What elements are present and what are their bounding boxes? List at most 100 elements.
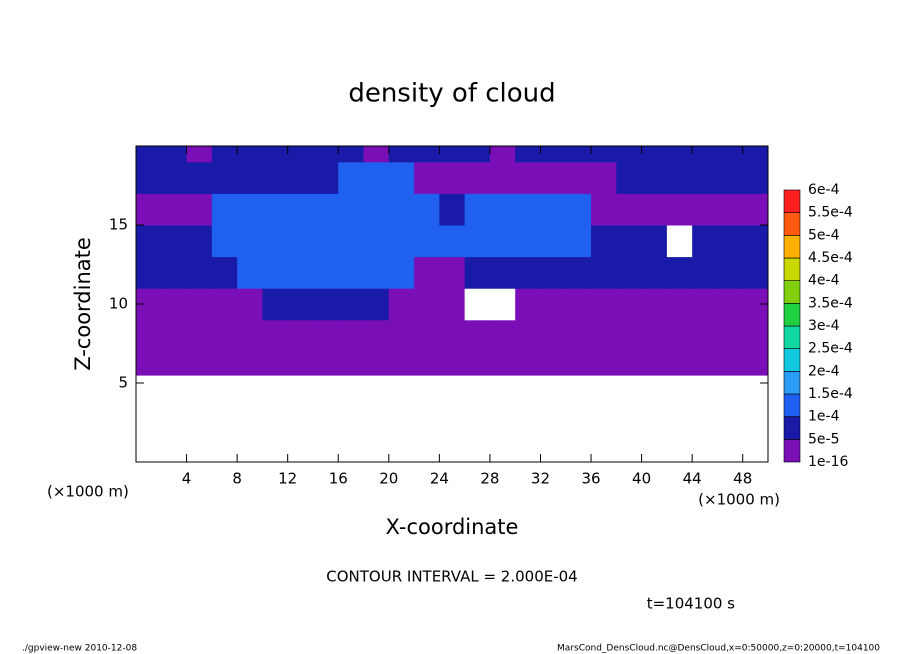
cell [692, 288, 718, 321]
cell [692, 319, 718, 352]
cell [287, 193, 314, 226]
cell [237, 161, 263, 194]
x-unit-left: (×1000 m) [47, 483, 129, 501]
colorbar-box [783, 280, 801, 304]
cell [312, 225, 339, 258]
colorbar-box [783, 212, 801, 236]
colorbar-box [783, 348, 801, 372]
field [136, 146, 769, 463]
cell [414, 146, 440, 163]
cell [666, 146, 693, 163]
cell [237, 193, 263, 226]
cell [439, 351, 466, 376]
cell [742, 375, 769, 463]
cell [692, 225, 718, 258]
cell [717, 288, 744, 321]
cell [464, 193, 491, 226]
cell [161, 288, 188, 321]
cell [565, 225, 592, 258]
cell [262, 161, 289, 194]
cell [641, 161, 668, 194]
cell [136, 351, 162, 376]
cell [666, 193, 693, 226]
colorbar-label: 4e-4 [808, 273, 840, 289]
cell [211, 193, 238, 226]
x-tick-label: 32 [531, 470, 550, 488]
cell [136, 319, 162, 352]
cell [742, 256, 769, 289]
cell [464, 146, 491, 163]
cell [161, 256, 188, 289]
cell [641, 225, 668, 258]
colorbar-label: 1e-4 [808, 409, 840, 425]
cell [262, 193, 289, 226]
cell [540, 288, 567, 321]
cell [717, 319, 744, 352]
cell [692, 193, 718, 226]
cell [565, 256, 592, 289]
cell [287, 225, 314, 258]
cell [161, 146, 188, 163]
cell [312, 288, 339, 321]
cell [717, 351, 744, 376]
cell [591, 319, 617, 352]
cell [489, 225, 516, 258]
cell [692, 351, 718, 376]
cell [312, 193, 339, 226]
cell [692, 161, 718, 194]
cell [717, 193, 744, 226]
footer-left: ./gpview-new 2010-12-08 [22, 644, 137, 654]
cell [515, 319, 541, 352]
cell [136, 146, 162, 163]
cell [742, 146, 769, 163]
colorbar-label: 1.5e-4 [808, 386, 853, 402]
cell [211, 256, 238, 289]
cell [717, 256, 744, 289]
cell [641, 146, 668, 163]
cell [540, 375, 567, 463]
cell [312, 256, 339, 289]
cell [717, 375, 744, 463]
cell [363, 193, 390, 226]
cell [439, 146, 466, 163]
cell [591, 351, 617, 376]
cell [717, 146, 744, 163]
cell [414, 375, 440, 463]
cell [515, 288, 541, 321]
cell [287, 161, 314, 194]
cell [515, 375, 541, 463]
cell [464, 256, 491, 289]
cell [161, 351, 188, 376]
x-tick-label: 4 [182, 470, 192, 488]
colorbar-label: 4.5e-4 [808, 250, 853, 266]
cell [161, 193, 188, 226]
cell [338, 146, 365, 163]
cell [287, 375, 314, 463]
cell [161, 319, 188, 352]
x-tick-label: 8 [232, 470, 242, 488]
cell [666, 256, 693, 289]
colorbar-box [783, 325, 801, 349]
cell [338, 375, 365, 463]
cell [136, 161, 162, 194]
cell [186, 193, 213, 226]
cell [742, 161, 769, 194]
colorbar-box [783, 439, 801, 463]
cell [515, 256, 541, 289]
colorbar-label: 3.5e-4 [808, 295, 853, 311]
cell [388, 375, 415, 463]
x-axis-label: X-coordinate [386, 515, 519, 539]
cell [211, 288, 238, 321]
cell [666, 319, 693, 352]
y-tick-label: 15 [109, 216, 128, 234]
cell [591, 146, 617, 163]
cell [186, 225, 213, 258]
cell [211, 351, 238, 376]
cell [464, 161, 491, 194]
cell [641, 351, 668, 376]
cell [262, 146, 289, 163]
cell [388, 161, 415, 194]
cell [591, 161, 617, 194]
cell [616, 319, 643, 352]
x-tick-label: 36 [581, 470, 600, 488]
